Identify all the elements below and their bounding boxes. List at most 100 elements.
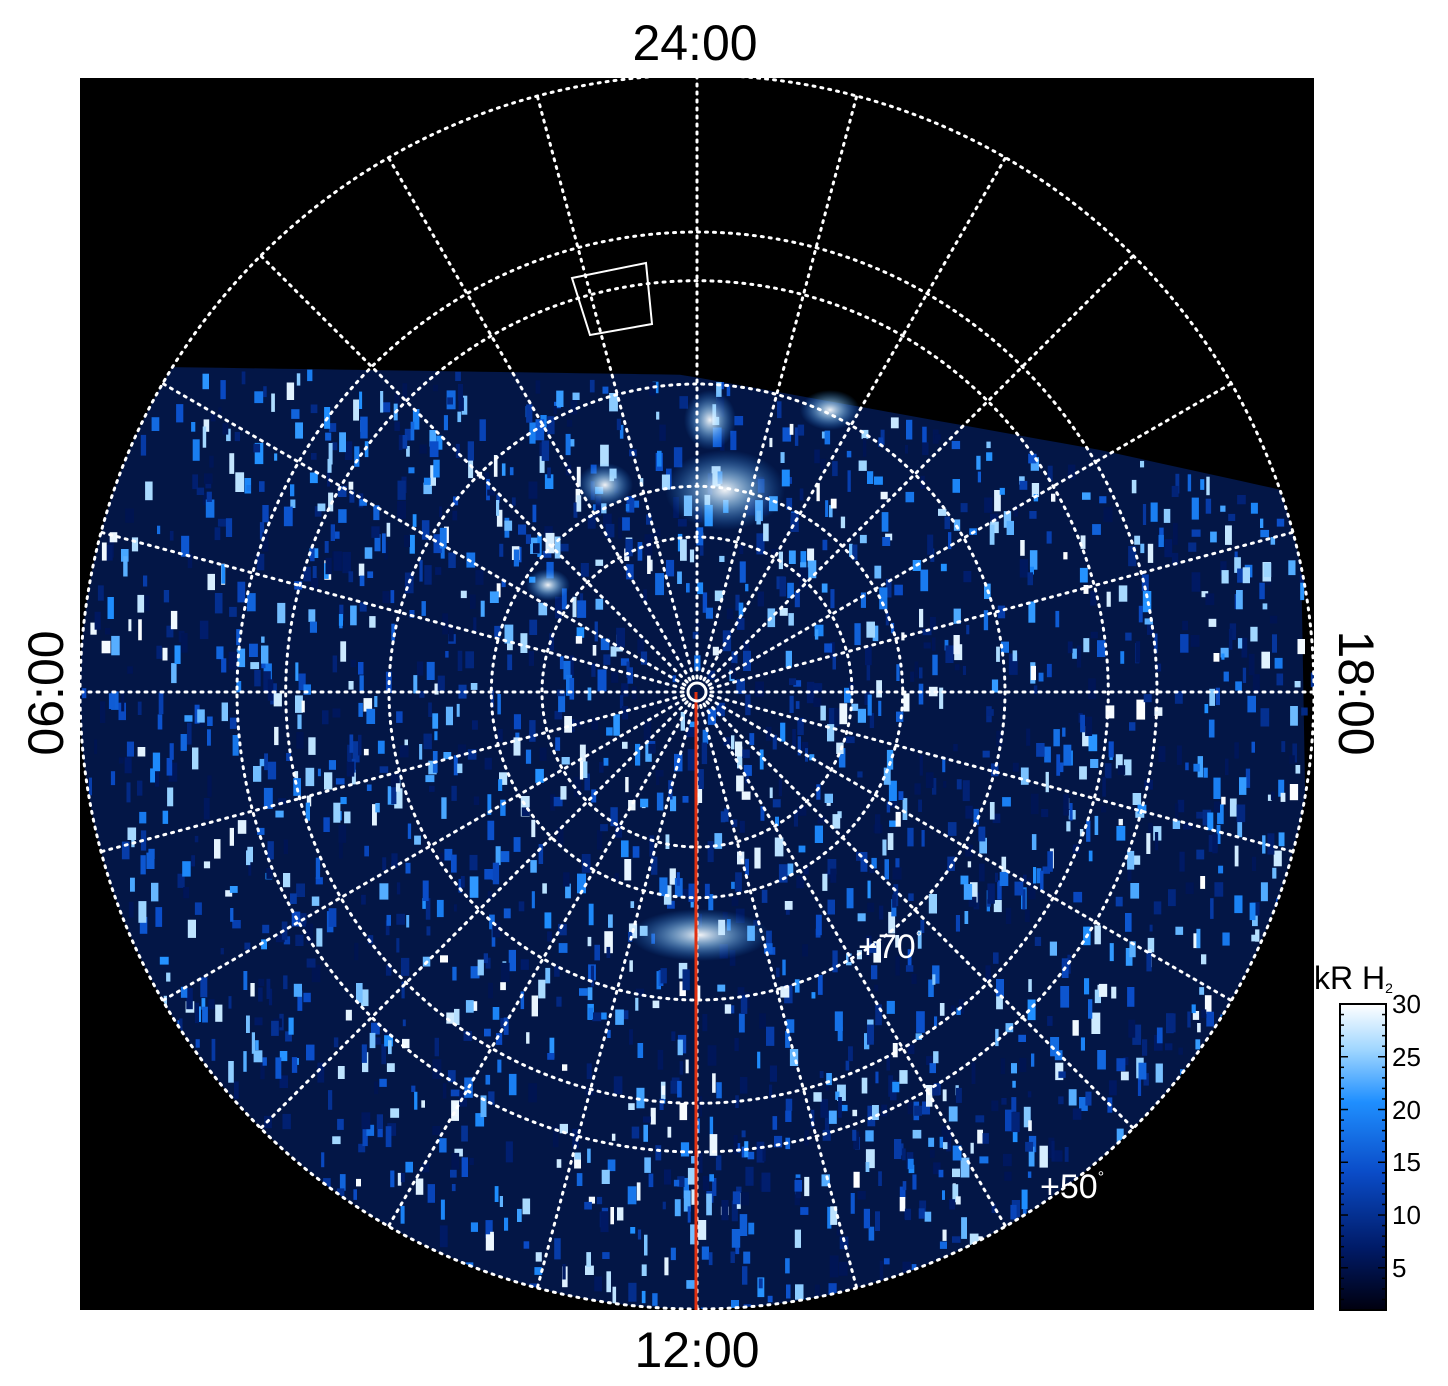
emission-pixel: [377, 740, 385, 754]
emission-pixel: [394, 788, 403, 809]
emission-pixel: [437, 675, 445, 691]
emission-pixel: [963, 571, 972, 583]
emission-pixel: [1182, 620, 1188, 631]
emission-pixel: [415, 1178, 424, 1195]
emission-pixel: [637, 1229, 642, 1240]
emission-pixel: [337, 1066, 345, 1079]
emission-pixel: [517, 1208, 522, 1222]
emission-pixel: [995, 1028, 999, 1047]
emission-pixel: [461, 395, 468, 415]
emission-pixel: [556, 996, 562, 1007]
emission-pixel: [166, 972, 171, 982]
emission-pixel: [655, 770, 664, 777]
emission-pixel: [679, 396, 688, 409]
emission-pixel: [530, 860, 537, 873]
emission-pixel: [434, 1037, 439, 1057]
emission-pixel: [315, 877, 323, 885]
emission-pixel: [544, 912, 552, 929]
emission-pixel: [1138, 1062, 1147, 1080]
emission-pixel: [1102, 776, 1106, 797]
emission-pixel: [863, 1208, 870, 1229]
emission-pixel: [929, 1150, 935, 1158]
emission-pixel: [726, 385, 731, 397]
emission-pixel: [1116, 1058, 1126, 1072]
emission-pixel: [335, 778, 345, 785]
emission-pixel: [513, 837, 521, 852]
emission-pixel: [827, 859, 837, 875]
colorbar-tick-label: 20: [1392, 1094, 1421, 1125]
emission-pixel: [580, 563, 589, 577]
colorbar-title-text: kR H: [1314, 960, 1386, 996]
emission-pixel: [311, 453, 317, 460]
emission-pixel: [293, 778, 301, 796]
emission-pixel: [1085, 1091, 1092, 1106]
colorbar-tick-label: 30: [1392, 989, 1421, 1019]
emission-pixel: [1106, 591, 1111, 607]
emission-pixel: [844, 687, 852, 703]
emission-pixel: [766, 1026, 775, 1046]
emission-pixel: [338, 509, 347, 523]
emission-pixel: [353, 399, 359, 421]
emission-pixel: [967, 861, 972, 868]
emission-pixel: [977, 1129, 983, 1144]
emission-pixel: [756, 533, 765, 555]
emission-pixel: [964, 911, 969, 924]
emission-pixel: [1099, 496, 1107, 504]
emission-pixel: [411, 1085, 416, 1092]
emission-pixel: [254, 391, 264, 404]
emission-pixel: [443, 752, 452, 760]
emission-pixel: [485, 1074, 491, 1085]
emission-pixel: [556, 390, 564, 407]
emission-pixel: [860, 852, 868, 872]
emission-pixel: [739, 545, 744, 555]
emission-pixel: [740, 1192, 749, 1206]
emission-pixel: [128, 901, 134, 918]
emission-pixel: [908, 893, 914, 901]
emission-pixel: [1289, 755, 1295, 765]
emission-pixel: [327, 458, 332, 473]
emission-pixel: [406, 915, 410, 928]
emission-pixel: [920, 919, 925, 933]
emission-pixel: [1221, 796, 1226, 805]
emission-pixel: [314, 506, 322, 517]
emission-pixel: [905, 444, 908, 454]
emission-pixel: [794, 591, 800, 608]
emission-pixel: [306, 795, 312, 807]
emission-pixel: [565, 433, 571, 456]
emission-pixel: [402, 1038, 410, 1049]
emission-pixel: [814, 624, 824, 637]
emission-pixel: [473, 617, 477, 634]
emission-pixel: [962, 665, 966, 675]
emission-pixel: [613, 714, 620, 736]
emission-pixel: [923, 642, 931, 649]
emission-pixel: [616, 418, 621, 431]
emission-pixel: [939, 1003, 945, 1016]
emission-pixel: [813, 683, 823, 692]
emission-pixel: [419, 444, 427, 454]
emission-pixel: [369, 1032, 376, 1049]
colorbar-gradient: [1339, 1003, 1387, 1311]
local-time-spoke: [535, 94, 695, 680]
emission-pixel: [285, 1031, 292, 1042]
emission-pixel: [340, 641, 347, 662]
emission-pixel: [137, 747, 146, 757]
emission-pixel: [919, 1200, 927, 1212]
emission-pixel: [953, 744, 958, 752]
emission-pixel: [504, 1217, 509, 1231]
emission-pixel: [297, 714, 302, 730]
emission-pixel: [139, 811, 147, 824]
emission-pixel: [629, 960, 633, 972]
emission-pixel: [1190, 635, 1200, 647]
emission-pixel: [429, 441, 439, 458]
emission-pixel: [362, 1128, 368, 1147]
emission-pixel: [258, 987, 263, 1002]
emission-pixel: [610, 1207, 614, 1225]
emission-pixel: [955, 1087, 962, 1103]
emission-pixel: [545, 532, 555, 554]
emission-pixel: [400, 1172, 405, 1183]
emission-pixel: [480, 1095, 487, 1117]
emission-pixel: [849, 543, 853, 557]
emission-pixel: [442, 1083, 447, 1099]
emission-pixel: [810, 1109, 815, 1128]
emission-pixel: [400, 1205, 405, 1224]
